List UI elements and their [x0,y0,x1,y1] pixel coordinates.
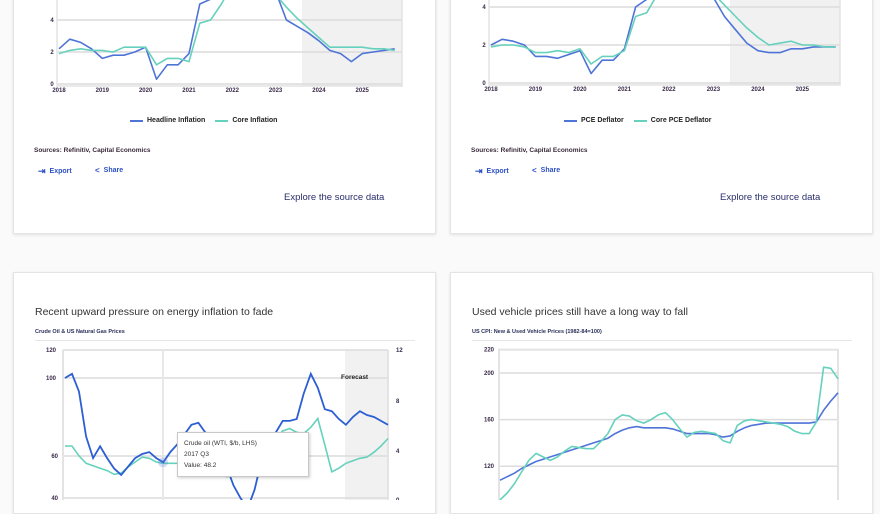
x-tick-label: 2018 [484,87,498,93]
y-tick-label-right: 4 [396,449,400,455]
legend-swatch-headline [130,119,143,122]
chart-pce-deflator: 0 2 4 2018 2019 2020 2021 2022 2023 2024 2025 [482,0,841,93]
legend-swatch-core [215,119,229,122]
legend-label-core[interactable]: Core Inflation [232,117,278,124]
x-tick-label: 2022 [226,88,240,94]
chart-used-vehicle-prices: 220 200 160 120 [484,348,839,500]
share-button[interactable]: < Share [95,166,123,175]
chart-title: Recent upward pressure on energy inflati… [35,306,274,318]
legend: Headline Inflation Core Inflation [130,117,277,124]
chart-title: Used vehicle prices still have a long wa… [472,306,688,318]
export-label: Export [486,168,509,175]
export-icon: ⇥ [38,166,46,176]
tooltip-period: 2017 Q3 [184,451,209,458]
y-tick-label-left: 100 [46,376,57,382]
share-icon: < [95,166,100,175]
export-icon: ⇥ [475,166,483,176]
y-tick-label: 120 [484,464,495,470]
share-icon: < [532,166,537,175]
share-button[interactable]: < Share [532,166,560,175]
divider [35,340,415,341]
y-tick-label-left: 40 [51,496,58,500]
y-tick-label-right: 8 [396,399,400,405]
chart-subtitle: Crude Oil & US Natural Gas Prices [35,329,125,335]
series-line-1 [490,0,836,65]
legend-swatch-core-pce [633,119,647,122]
y-tick-label-right: 12 [396,348,403,354]
export-label: Export [49,168,72,175]
x-tick-label: 2019 [96,88,110,94]
series-line-0 [58,0,395,80]
chart-headline-core-inflation: 0 2 4 2018 2019 2020 2021 2022 2023 2024 2025 [50,0,403,94]
x-tick-label: 2025 [796,87,810,93]
explore-source-link[interactable]: Explore the source data [284,192,385,203]
y-tick-label: 2 [482,43,486,49]
legend-label-headline[interactable]: Headline Inflation [147,117,206,124]
y-tick-label-right: 0 [396,498,400,500]
x-tick-label: 2021 [618,87,632,93]
source-note: Sources: Refinitiv, Capital Economics [471,147,588,154]
plot-border [56,0,403,87]
y-tick-label: 220 [484,348,495,354]
tooltip-series: Crude oil (WTI, $/b, LHS) [184,440,257,447]
forecast-shading [302,0,402,86]
y-tick-label: 0 [482,81,486,87]
hover-marker [158,457,168,468]
plot-border [498,348,839,500]
y-tick-label-left: 60 [51,454,58,460]
y-tick-label: 160 [484,418,495,424]
y-tick-label: 200 [484,371,495,377]
chart-tooltip: Crude oil (WTI, $/b, LHS) 2017 Q3 Value:… [177,432,309,477]
chart-subtitle: US CPI: New & Used Vehicle Prices (1982-… [472,329,602,335]
x-tick-label: 2020 [139,88,153,94]
x-tick-label: 2020 [573,87,587,93]
x-tick-label: 2018 [52,88,66,94]
x-tick-label: 2023 [269,88,283,94]
series-line-0 [499,392,839,481]
x-tick-label: 2024 [751,87,765,93]
source-note: Sources: Refinitiv, Capital Economics [34,147,151,154]
x-tick-label: 2019 [529,87,543,93]
y-tick-label: 0 [50,82,54,88]
y-tick-label: 4 [482,5,486,11]
series-line-1 [499,366,839,500]
series-line-1 [58,0,395,66]
legend: PCE Deflator Core PCE Deflator [564,117,711,124]
x-tick-label: 2021 [182,88,196,94]
series-line-0 [490,0,836,75]
y-tick-label: 2 [50,50,54,56]
y-tick-label-left: 120 [46,348,57,354]
tooltip-value: Value: 48.2 [184,462,217,469]
y-tick-label: 4 [50,18,54,24]
share-label: Share [103,167,124,174]
x-tick-label: 2024 [312,88,326,94]
x-tick-label: 2022 [662,87,676,93]
forecast-label: Forecast [341,374,369,381]
legend-label-pce[interactable]: PCE Deflator [581,117,624,124]
divider [472,340,852,341]
export-button[interactable]: ⇥ Export [38,166,72,177]
export-button[interactable]: ⇥ Export [475,166,509,177]
plot-border [488,0,841,86]
explore-source-link[interactable]: Explore the source data [720,192,821,203]
legend-swatch-pce [564,119,577,122]
share-label: Share [540,167,561,174]
x-tick-label: 2023 [707,87,721,93]
forecast-shading [345,350,388,500]
legend-label-core-pce[interactable]: Core PCE Deflator [650,117,712,124]
x-tick-label: 2025 [356,88,370,94]
